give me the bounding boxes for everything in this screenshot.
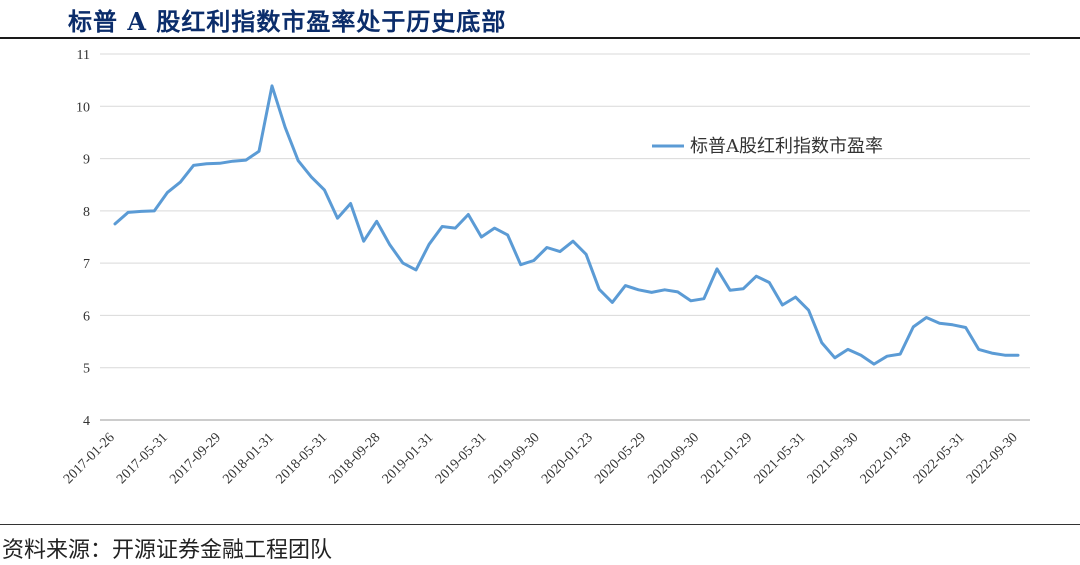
x-tick-label: 2019-09-30 (486, 430, 543, 487)
series-line (113, 84, 1020, 366)
x-tick-label: 2021-05-31 (752, 430, 809, 487)
y-tick-label: 11 (77, 48, 90, 63)
chart-title: 标普 A 股红利指数市盈率处于历史底部 (68, 7, 507, 36)
x-tick-label: 2020-09-30 (645, 430, 702, 487)
x-tick-label: 2020-05-29 (592, 430, 649, 487)
x-tick-label: 2017-05-31 (114, 430, 171, 487)
x-tick-label: 2020-01-23 (539, 430, 596, 487)
x-tick-label: 2022-01-28 (858, 430, 915, 487)
source-note: 资料来源：开源证券金融工程团队 (2, 538, 333, 563)
legend: 标普A股红利指数市盈率 (652, 136, 883, 157)
x-tick-label: 2021-01-29 (698, 430, 755, 487)
x-tick-label: 2018-09-28 (327, 430, 384, 487)
x-tick-label: 2018-05-31 (273, 430, 330, 487)
y-tick-label: 9 (83, 153, 90, 168)
y-tick-label: 7 (83, 257, 90, 272)
x-tick-label: 2017-09-29 (167, 430, 224, 487)
x-tick-label: 2018-01-31 (220, 430, 277, 487)
y-tick-label: 5 (83, 362, 90, 377)
y-tick-label: 4 (83, 414, 90, 429)
legend-label: 标普A股红利指数市盈率 (690, 136, 883, 157)
x-tick-label: 2022-09-30 (964, 430, 1021, 487)
x-tick-label: 2021-09-30 (805, 430, 862, 487)
x-tick-label: 2019-05-31 (433, 430, 490, 487)
y-tick-label: 6 (83, 309, 90, 324)
y-tick-label: 10 (76, 100, 90, 115)
x-tick-label: 2017-01-26 (61, 430, 118, 487)
title-divider (0, 37, 1080, 39)
x-tick-label: 2022-05-31 (911, 430, 968, 487)
source-divider (0, 524, 1080, 525)
y-tick-label: 8 (83, 205, 90, 220)
x-tick-label: 2019-01-31 (380, 430, 437, 487)
